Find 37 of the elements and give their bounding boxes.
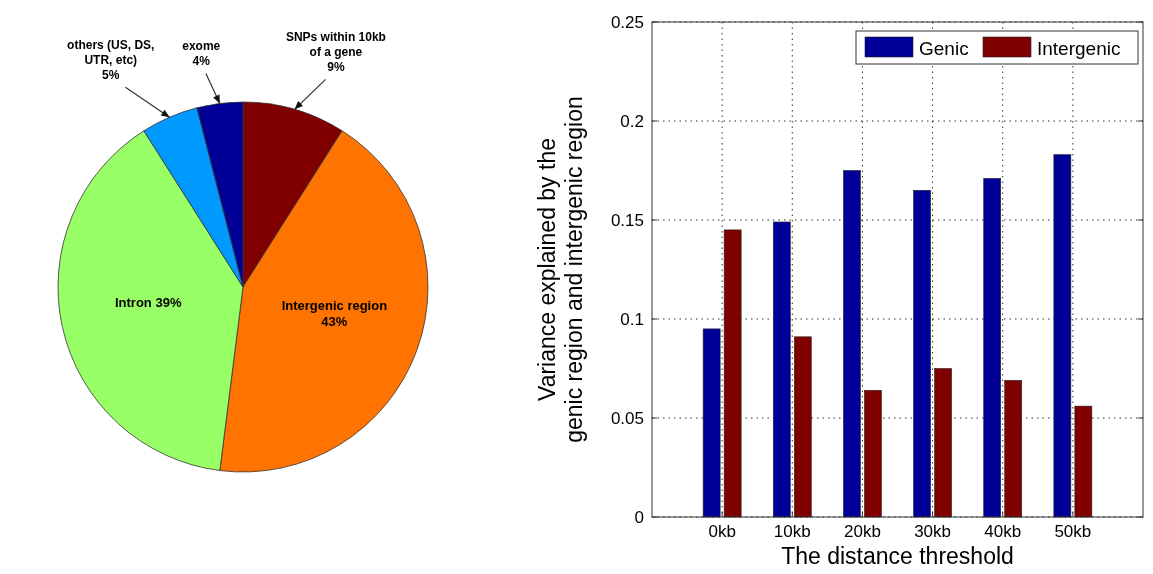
data-label: 5% xyxy=(102,68,120,83)
y-tick-label: 0 xyxy=(634,507,644,527)
slice-label: SNPs within 10kb of a gene xyxy=(285,30,386,60)
y-tick-label: 0.05 xyxy=(610,408,644,428)
x-tick-label: 50kb xyxy=(1054,522,1092,541)
y-axis-title: Variance explained by the genic region and intergenic region xyxy=(534,96,587,443)
data-label: 43% xyxy=(321,314,348,330)
slice-label: exome xyxy=(182,39,221,54)
data-label: 9% xyxy=(327,60,345,75)
bar xyxy=(983,178,1002,518)
bar xyxy=(1053,154,1072,518)
y-tick-label: 0.25 xyxy=(610,12,644,32)
bar xyxy=(913,190,931,518)
data-label: 4% xyxy=(192,54,211,69)
bar xyxy=(843,170,861,518)
y-tick-label: 0.1 xyxy=(620,309,644,329)
bar xyxy=(793,336,812,518)
x-tick-label: 40kb xyxy=(984,522,1022,541)
y-tick-label: 0.15 xyxy=(610,210,644,230)
x-axis-title: The distance threshold xyxy=(781,543,1014,569)
bar xyxy=(723,229,742,518)
bar xyxy=(1004,380,1023,518)
bar xyxy=(702,328,721,518)
y-tick-label: 0.2 xyxy=(620,111,644,131)
slice-label: Intergenic region xyxy=(281,298,388,314)
x-tick-label: 30kb xyxy=(914,522,952,541)
bar xyxy=(864,389,882,518)
bar xyxy=(934,368,952,518)
legend-label: Intergenic xyxy=(1037,37,1121,59)
slice-label: Intron 39% xyxy=(114,295,182,311)
x-tick-label: 20kb xyxy=(843,522,881,541)
bar xyxy=(1074,405,1093,518)
slice-label: others (US, DS, UTR, etc) xyxy=(67,38,155,68)
x-tick-label: 10kb xyxy=(773,522,811,541)
x-tick-label: 0kb xyxy=(708,522,736,541)
legend-label: Genic xyxy=(919,37,969,59)
bar xyxy=(772,221,791,518)
